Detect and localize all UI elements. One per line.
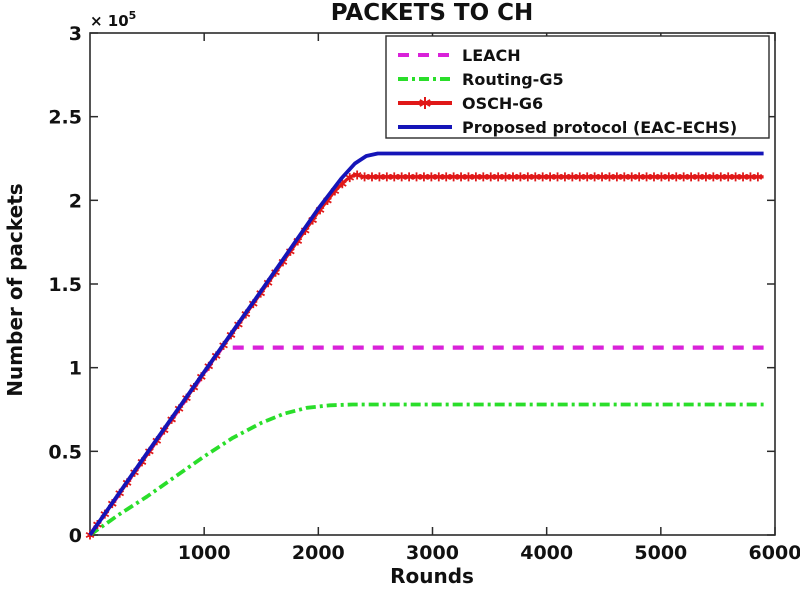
y-axis-multiplier-exponent: 5	[129, 9, 137, 22]
y-tick-label: 0.5	[48, 441, 82, 463]
y-tick-label: 2.5	[48, 107, 82, 129]
x-tick-label: 4000	[520, 542, 573, 564]
x-axis-label: Rounds	[390, 564, 474, 588]
series-line-proposed-protocol-eac-echs	[88, 151, 764, 537]
y-axis-label: Number of packets	[3, 183, 27, 396]
legend-label-leach: LEACH	[462, 46, 521, 65]
y-tick-label: 2	[69, 190, 82, 212]
legend: LEACH Routing-G5 OSCH-G6 Proposed protoc…	[385, 35, 770, 139]
legend-box	[385, 35, 770, 139]
chart-title: PACKETS TO CH	[331, 0, 534, 26]
y-tick-label: 1	[69, 358, 82, 380]
y-axis-multiplier: × 105	[90, 9, 136, 30]
legend-star-icon	[419, 97, 431, 109]
x-tick-label: 1000	[178, 542, 231, 564]
y-tick-label: 3	[69, 23, 82, 45]
y-axis-multiplier-base: × 10	[90, 12, 129, 30]
y-tick-label: 1.5	[48, 274, 82, 296]
x-tick-label: 6000	[749, 542, 800, 564]
legend-label-routing-g5: Routing-G5	[462, 70, 564, 89]
x-tick-label: 2000	[292, 542, 345, 564]
legend-label-proposed: Proposed protocol (EAC-ECHS)	[462, 118, 737, 137]
y-tick-label: 0	[69, 525, 82, 547]
series-line-routing-g5	[88, 402, 764, 537]
x-tick-label: 3000	[406, 542, 459, 564]
x-tick-label: 5000	[634, 542, 687, 564]
legend-label-osch-g6: OSCH-G6	[462, 94, 543, 113]
axis-ticks: 1000 2000 3000 4000 5000 6000 0 0.5 1 1.5 2 2.5 3	[48, 23, 800, 564]
data-series	[85, 151, 764, 540]
